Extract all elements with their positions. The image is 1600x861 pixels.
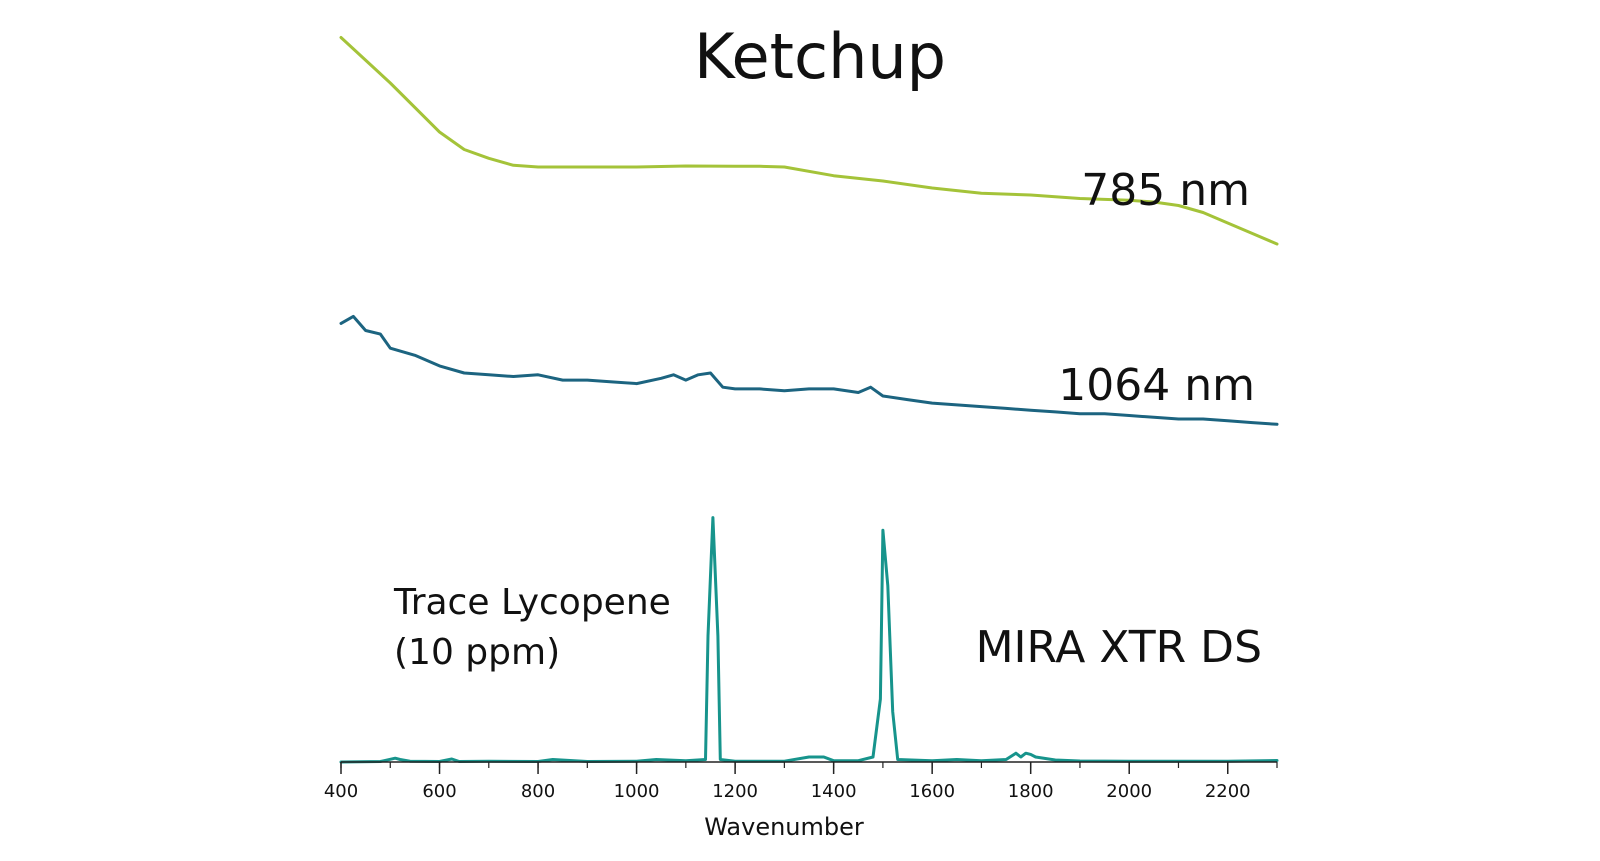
series-line-1064nm — [339, 314, 1279, 426]
x-axis-label: Wavenumber — [704, 813, 864, 841]
x-tick-label: 1400 — [811, 781, 857, 802]
series-line-785nm — [339, 36, 1279, 246]
x-tick-label: 1000 — [614, 781, 660, 802]
series-label-785nm: 785 nm — [1081, 165, 1250, 216]
series-label-1064nm: 1064 nm — [1058, 360, 1255, 411]
x-axis-ticks: 400 600 800 1000 1200 1400 1600 1800 2000 2200 — [324, 762, 1278, 802]
annotation-trace-lycopene: Trace Lycopene — [393, 582, 671, 623]
x-tick-label: 600 — [422, 781, 456, 802]
x-tick-label: 1800 — [1008, 781, 1054, 802]
annotation-concentration: (10 ppm) — [394, 632, 560, 673]
x-tick-label: 400 — [324, 781, 358, 802]
x-tick-label: 2200 — [1205, 781, 1251, 802]
x-tick-label: 1600 — [909, 781, 955, 802]
chart-title: Ketchup — [694, 20, 946, 93]
x-tick-label: 800 — [521, 781, 555, 802]
series-label-mira-xtr-ds: MIRA XTR DS — [976, 622, 1262, 673]
x-tick-label: 1200 — [712, 781, 758, 802]
x-tick-label: 2000 — [1106, 781, 1152, 802]
